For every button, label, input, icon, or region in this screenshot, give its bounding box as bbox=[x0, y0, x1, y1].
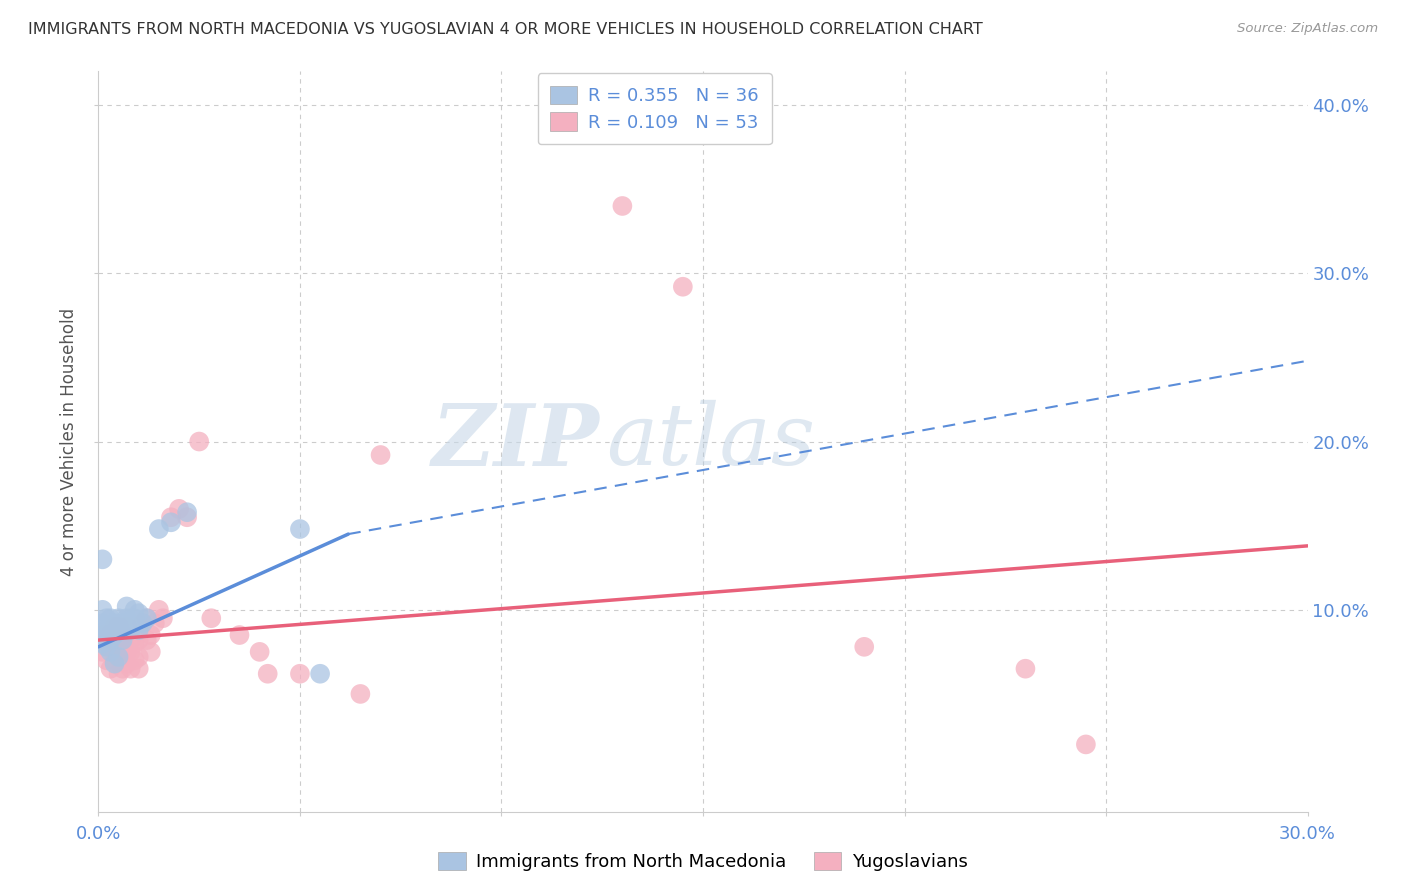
Point bbox=[148, 603, 170, 617]
Point bbox=[96, 611, 118, 625]
Point bbox=[228, 628, 250, 642]
Text: IMMIGRANTS FROM NORTH MACEDONIA VS YUGOSLAVIAN 4 OR MORE VEHICLES IN HOUSEHOLD C: IMMIGRANTS FROM NORTH MACEDONIA VS YUGOS… bbox=[28, 22, 983, 37]
Point bbox=[91, 552, 114, 566]
Point bbox=[115, 619, 138, 633]
Point bbox=[96, 653, 118, 667]
Point bbox=[103, 633, 125, 648]
Point bbox=[120, 645, 142, 659]
Point bbox=[103, 619, 125, 633]
Point bbox=[91, 603, 114, 617]
Point bbox=[111, 628, 134, 642]
Point bbox=[143, 616, 166, 631]
Point bbox=[148, 522, 170, 536]
Point bbox=[128, 649, 150, 664]
Point bbox=[100, 662, 122, 676]
Text: ZIP: ZIP bbox=[433, 400, 600, 483]
Point bbox=[93, 628, 115, 642]
Point bbox=[120, 633, 142, 648]
Point bbox=[1014, 662, 1036, 676]
Point bbox=[139, 628, 162, 642]
Text: atlas: atlas bbox=[606, 401, 815, 483]
Point bbox=[128, 662, 150, 676]
Point bbox=[100, 628, 122, 642]
Point bbox=[107, 619, 129, 633]
Point bbox=[89, 633, 111, 648]
Point bbox=[89, 619, 111, 633]
Point bbox=[103, 628, 125, 642]
Point bbox=[160, 510, 183, 524]
Point bbox=[370, 448, 392, 462]
Point bbox=[120, 662, 142, 676]
Point bbox=[107, 623, 129, 637]
Point bbox=[103, 657, 125, 671]
Point bbox=[111, 616, 134, 631]
Point bbox=[128, 606, 150, 620]
Point bbox=[120, 623, 142, 637]
Point bbox=[176, 505, 198, 519]
Point bbox=[96, 633, 118, 648]
Point bbox=[135, 611, 157, 625]
Point bbox=[91, 628, 114, 642]
Point bbox=[91, 616, 114, 631]
Point bbox=[249, 645, 271, 659]
Legend: R = 0.355   N = 36, R = 0.109   N = 53: R = 0.355 N = 36, R = 0.109 N = 53 bbox=[537, 73, 772, 145]
Point bbox=[107, 645, 129, 659]
Point bbox=[124, 603, 146, 617]
Point bbox=[853, 640, 876, 654]
Point bbox=[91, 636, 114, 650]
Point bbox=[612, 199, 634, 213]
Point bbox=[349, 687, 371, 701]
Point bbox=[135, 633, 157, 648]
Point bbox=[107, 633, 129, 648]
Point bbox=[132, 616, 155, 631]
Point bbox=[111, 619, 134, 633]
Point bbox=[139, 645, 162, 659]
Point bbox=[100, 633, 122, 648]
Point bbox=[115, 611, 138, 625]
Point bbox=[115, 645, 138, 659]
Point bbox=[288, 666, 311, 681]
Legend: Immigrants from North Macedonia, Yugoslavians: Immigrants from North Macedonia, Yugosla… bbox=[432, 845, 974, 879]
Point bbox=[111, 633, 134, 648]
Point bbox=[200, 611, 222, 625]
Point bbox=[152, 611, 174, 625]
Point bbox=[107, 649, 129, 664]
Point bbox=[100, 640, 122, 654]
Point bbox=[167, 501, 190, 516]
Point bbox=[103, 653, 125, 667]
Y-axis label: 4 or more Vehicles in Household: 4 or more Vehicles in Household bbox=[60, 308, 79, 575]
Point bbox=[160, 516, 183, 530]
Point bbox=[124, 611, 146, 625]
Point bbox=[107, 611, 129, 625]
Text: 0.0%: 0.0% bbox=[76, 825, 121, 843]
Point bbox=[132, 616, 155, 631]
Point bbox=[111, 640, 134, 654]
Point bbox=[309, 666, 332, 681]
Point bbox=[107, 666, 129, 681]
Point bbox=[128, 623, 150, 637]
Point bbox=[120, 616, 142, 631]
Point bbox=[256, 666, 278, 681]
Point bbox=[115, 657, 138, 671]
Point bbox=[288, 522, 311, 536]
Point bbox=[91, 645, 114, 659]
Text: 30.0%: 30.0% bbox=[1279, 825, 1336, 843]
Point bbox=[672, 279, 695, 293]
Point bbox=[96, 623, 118, 637]
Point bbox=[188, 434, 211, 449]
Point bbox=[103, 616, 125, 631]
Point bbox=[111, 662, 134, 676]
Point bbox=[1074, 738, 1097, 752]
Point bbox=[135, 611, 157, 625]
Point bbox=[100, 645, 122, 659]
Point bbox=[124, 653, 146, 667]
Point bbox=[100, 611, 122, 625]
Point bbox=[128, 633, 150, 648]
Point bbox=[124, 636, 146, 650]
Point bbox=[176, 510, 198, 524]
Point bbox=[96, 640, 118, 654]
Text: Source: ZipAtlas.com: Source: ZipAtlas.com bbox=[1237, 22, 1378, 36]
Point bbox=[115, 599, 138, 614]
